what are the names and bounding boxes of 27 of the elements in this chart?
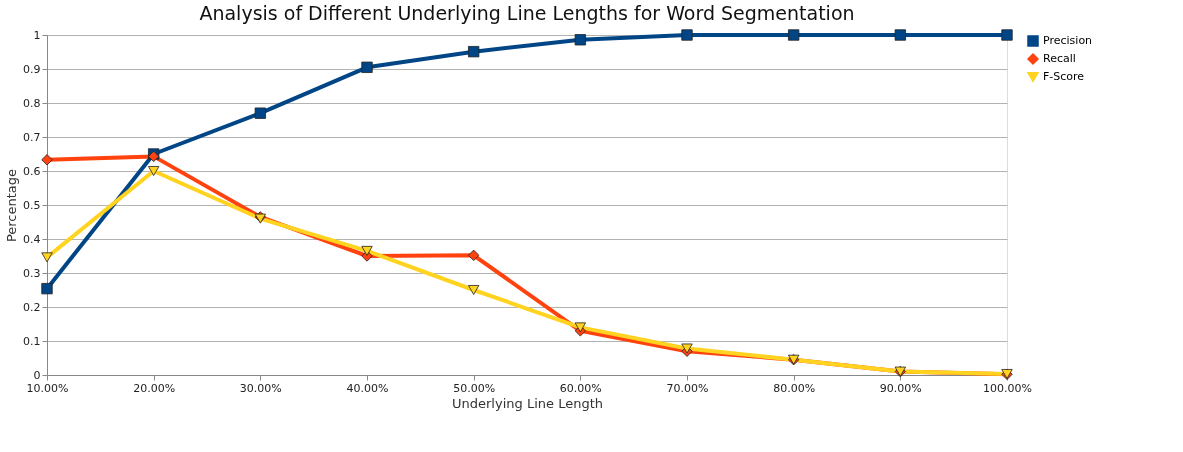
y-tick-label: 0.8 bbox=[23, 96, 41, 110]
y-tick-label: 0.1 bbox=[23, 334, 41, 348]
legend-label: F-Score bbox=[1043, 70, 1085, 83]
y-tick-label: 0.4 bbox=[23, 232, 41, 246]
legend-label: Recall bbox=[1043, 52, 1076, 65]
y-tick-label: 0.9 bbox=[23, 62, 41, 76]
y-tick-label: 1 bbox=[33, 28, 41, 42]
chart-title: Analysis of Different Underlying Line Lengths for Word Segmentation bbox=[199, 2, 855, 25]
x-tick-label: 40.00% bbox=[346, 381, 389, 395]
x-axis-title: Underlying Line Length bbox=[452, 395, 603, 411]
y-tick-label: 0.5 bbox=[23, 198, 41, 212]
x-tick-label: 30.00% bbox=[239, 381, 282, 395]
y-axis-title: Percentage bbox=[4, 168, 20, 243]
y-tick-label: 0.6 bbox=[23, 164, 41, 178]
x-tick-label: 50.00% bbox=[453, 381, 496, 395]
x-tick-label: 20.00% bbox=[133, 381, 176, 395]
x-tick-label: 70.00% bbox=[666, 381, 709, 395]
x-tick-label: 10.00% bbox=[26, 381, 69, 395]
x-tick-label: 90.00% bbox=[879, 381, 922, 395]
y-tick-label: 0.7 bbox=[23, 130, 41, 144]
legend-label: Precision bbox=[1043, 34, 1093, 47]
x-tick-label: 60.00% bbox=[559, 381, 602, 395]
x-tick-label: 80.00% bbox=[773, 381, 816, 395]
y-tick-label: 0.2 bbox=[23, 300, 41, 314]
x-tick-label: 100.00% bbox=[983, 381, 1032, 395]
y-tick-label: 0 bbox=[33, 368, 41, 382]
y-tick-label: 0.3 bbox=[23, 266, 41, 280]
